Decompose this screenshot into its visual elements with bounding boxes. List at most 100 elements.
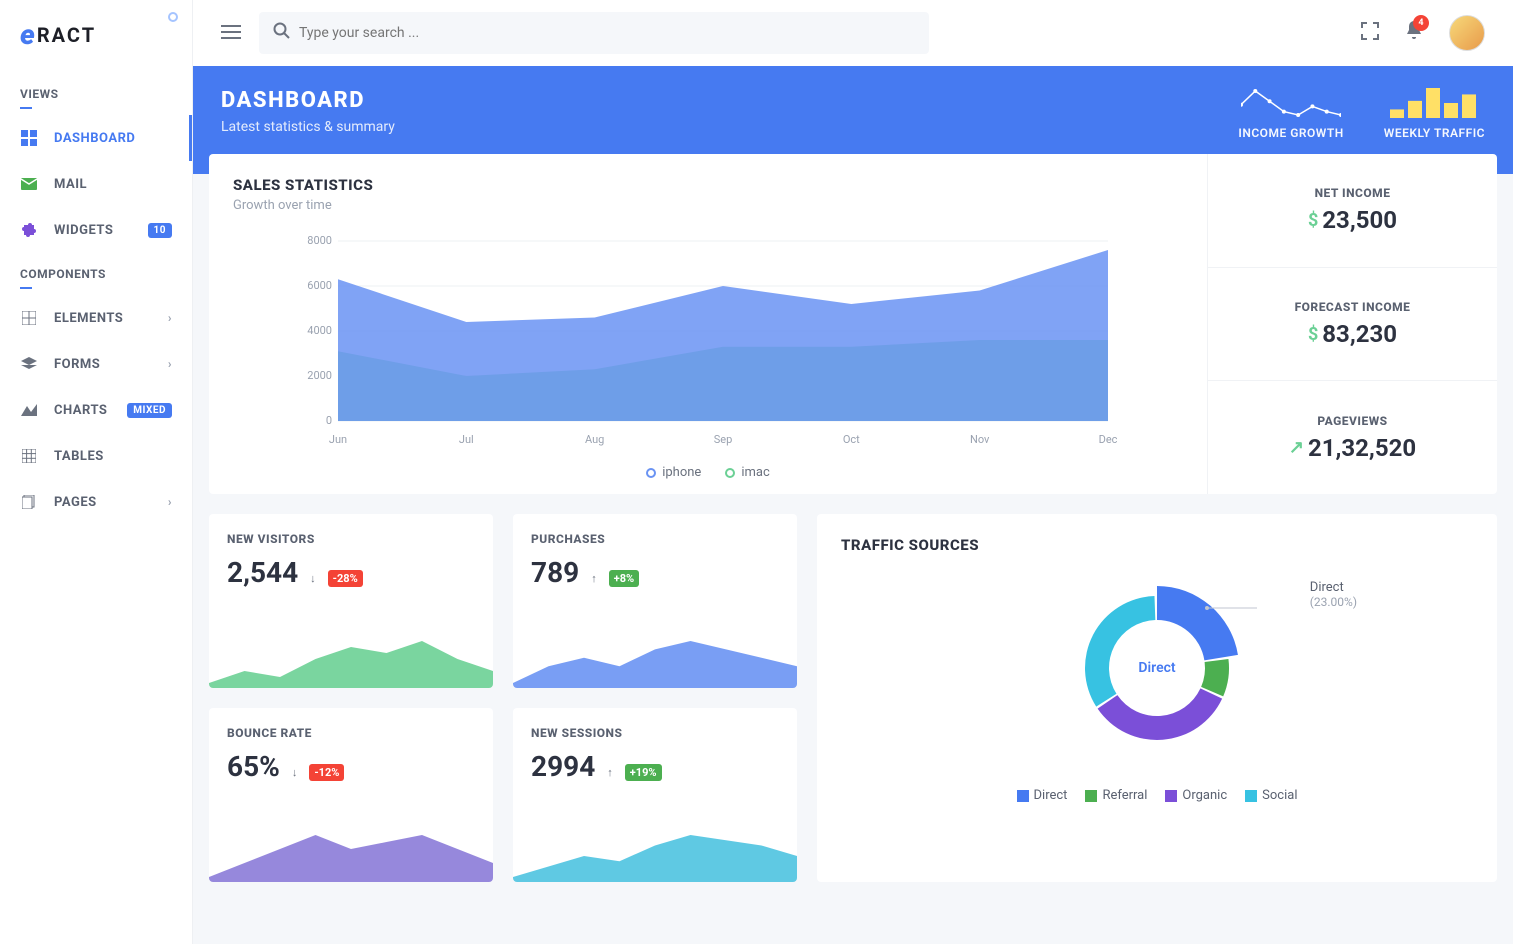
metric-label: PURCHASES [531, 532, 779, 546]
search-input[interactable] [299, 25, 915, 41]
legend-item[interactable]: Organic [1165, 788, 1227, 803]
topbar: 4 [193, 0, 1513, 66]
legend-item[interactable]: imac [725, 465, 769, 480]
chevron-right-icon: › [168, 357, 172, 371]
svg-text:4000: 4000 [307, 324, 332, 337]
sidebar-item-label: FORMS [54, 357, 100, 372]
avatar[interactable] [1449, 15, 1485, 51]
hero-weekly-traffic: WEEKLY TRAFFIC [1384, 88, 1485, 140]
donut-slice[interactable] [1085, 596, 1155, 707]
svg-text:Aug: Aug [585, 433, 604, 446]
legend-item[interactable]: Social [1245, 788, 1297, 803]
dashboard-icon [20, 129, 38, 147]
card-title: TRAFFIC SOURCES [841, 536, 1473, 554]
svg-text:Jul: Jul [459, 433, 474, 446]
svg-text:2000: 2000 [307, 369, 332, 382]
peak-icon [20, 401, 38, 419]
donut-slice[interactable] [1157, 586, 1238, 660]
sidebar-item-elements[interactable]: ELEMENTS › [0, 295, 192, 341]
donut-center-label: Direct [1138, 660, 1175, 676]
logo[interactable]: e RACT [0, 0, 192, 73]
metric-card: BOUNCE RATE 65% ↓ -12% [209, 708, 493, 882]
sidebar-item-mail[interactable]: MAIL [0, 161, 192, 207]
sidebar-item-label: MAIL [54, 177, 87, 192]
metric-value: 2,544 [227, 556, 298, 589]
sidebar-item-dashboard[interactable]: DASHBOARD [0, 115, 192, 161]
sidebar-section-components: COMPONENTS [0, 253, 192, 295]
traffic-sparkline [1384, 88, 1484, 118]
legend-item[interactable]: Direct [1017, 788, 1068, 803]
logo-accent-icon [168, 12, 178, 22]
stat-label: NET INCOME [1315, 186, 1391, 200]
side-stat: NET INCOME $23,500 [1208, 154, 1497, 268]
chevron-right-icon: › [168, 311, 172, 325]
notifications-button[interactable]: 4 [1405, 21, 1423, 45]
mail-icon [20, 175, 38, 193]
page-title: DASHBOARD [221, 88, 395, 113]
metric-label: BOUNCE RATE [227, 726, 475, 740]
fullscreen-button[interactable] [1361, 22, 1379, 44]
chart-legend: iphone imac [233, 465, 1183, 480]
side-stats: NET INCOME $23,500 FORECAST INCOME $83,2… [1207, 154, 1497, 494]
svg-text:Sep: Sep [714, 433, 733, 446]
stat-value: 21,32,520 [1308, 434, 1416, 462]
card-title: SALES STATISTICS [233, 176, 1183, 194]
stat-value: 83,230 [1322, 320, 1397, 348]
metric-label: NEW SESSIONS [531, 726, 779, 740]
stat-prefix: ↗ [1289, 437, 1304, 458]
svg-text:Dec: Dec [1099, 433, 1118, 446]
stat-label: PAGEVIEWS [1317, 414, 1387, 428]
side-stat: PAGEVIEWS ↗21,32,520 [1208, 381, 1497, 494]
layers-icon [20, 355, 38, 373]
svg-text:Oct: Oct [843, 433, 860, 446]
chevron-right-icon: › [168, 495, 172, 509]
sidebar-item-tables[interactable]: TABLES [0, 433, 192, 479]
donut-slice[interactable] [1098, 688, 1223, 740]
metric-value: 2994 [531, 750, 595, 783]
hero-stat-label: INCOME GROWTH [1238, 126, 1343, 140]
legend-item[interactable]: Referral [1085, 788, 1147, 803]
search-box[interactable] [259, 12, 929, 54]
metric-delta: +19% [625, 764, 662, 781]
pie-legend: Direct Referral Organic Social [1017, 788, 1298, 803]
traffic-donut: Direct Direct (23.00%) [1057, 568, 1257, 768]
menu-toggle-button[interactable] [221, 24, 241, 43]
legend-item[interactable]: iphone [646, 465, 701, 480]
metric-delta: -12% [309, 764, 344, 781]
sidebar-item-widgets[interactable]: WIDGETS 10 [0, 207, 192, 253]
sidebar-item-label: PAGES [54, 495, 97, 510]
trend-arrow-icon: ↓ [310, 572, 316, 585]
income-sparkline [1241, 88, 1341, 118]
traffic-sources-card: TRAFFIC SOURCES Direct Direct (23.00%) D… [817, 514, 1497, 882]
sidebar-item-label: TABLES [54, 449, 104, 464]
metric-delta: -28% [328, 570, 363, 587]
sidebar-item-forms[interactable]: FORMS › [0, 341, 192, 387]
sidebar-section-views: VIEWS [0, 73, 192, 115]
search-icon [273, 22, 291, 44]
stat-prefix: $ [1308, 324, 1318, 345]
table-icon [20, 447, 38, 465]
sidebar-item-charts[interactable]: CHARTS MIXED [0, 387, 192, 433]
sales-statistics-card: SALES STATISTICS Growth over time 020004… [209, 154, 1497, 494]
svg-text:Nov: Nov [970, 433, 990, 446]
grid-icon [20, 309, 38, 327]
callout-pct: (23.00%) [1310, 595, 1357, 609]
svg-text:Jun: Jun [329, 433, 347, 446]
sidebar-item-label: WIDGETS [54, 223, 113, 238]
metric-sparkline [513, 628, 797, 688]
metric-card: NEW VISITORS 2,544 ↓ -28% [209, 514, 493, 688]
stat-label: FORECAST INCOME [1295, 300, 1411, 314]
puzzle-icon [20, 221, 38, 239]
card-subtitle: Growth over time [233, 198, 1183, 213]
svg-text:6000: 6000 [307, 279, 332, 292]
logo-mark: e [20, 18, 35, 51]
hero-income-growth: INCOME GROWTH [1238, 88, 1343, 140]
sidebar-item-label: DASHBOARD [54, 131, 135, 146]
charts-badge: MIXED [127, 403, 172, 418]
metric-card: PURCHASES 789 ↑ +8% [513, 514, 797, 688]
trend-arrow-icon: ↑ [591, 572, 597, 585]
metric-label: NEW VISITORS [227, 532, 475, 546]
svg-text:8000: 8000 [307, 234, 332, 247]
sidebar-item-pages[interactable]: PAGES › [0, 479, 192, 525]
sales-area-chart: 02000400060008000JunJulAugSepOctNovDec [233, 231, 1183, 451]
